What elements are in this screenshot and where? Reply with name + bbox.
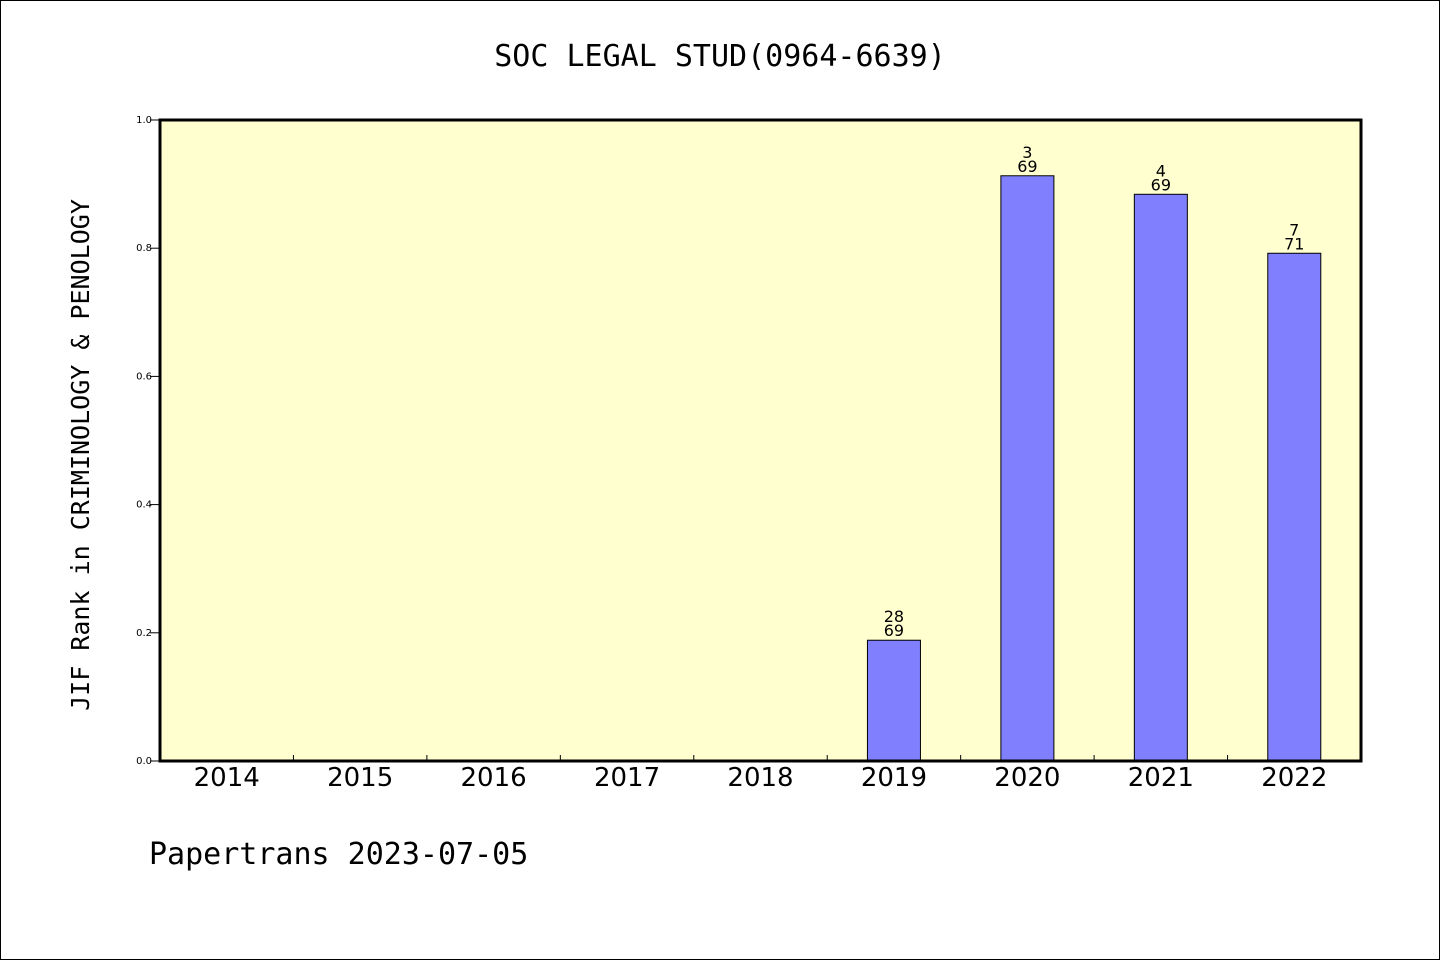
bar-label-rank: 7 [1289,220,1299,239]
x-tick-label: 2016 [461,763,527,793]
x-tick-label: 2021 [1128,763,1194,793]
x-tick-label: 2019 [861,763,927,793]
bar-label-total: 71 [1284,234,1304,253]
x-tick-label: 2015 [327,763,393,793]
bar-label-rank: 3 [1022,143,1032,162]
x-tick-label: 2014 [194,763,260,793]
y-tick-label: 0.2 [136,628,152,639]
bar-label-rank: 4 [1156,161,1166,180]
x-tick-label: 2020 [994,763,1060,793]
x-tick-label: 2022 [1261,763,1327,793]
plot-border [158,118,1363,763]
bar-label-rank: 28 [884,607,904,626]
bar-2020 [1000,175,1055,762]
bar-label-total: 69 [1151,175,1171,194]
chart-title: SOC LEGAL STUD(0964-6639) [494,39,946,74]
y-axis-label: JIF Rank in CRIMINOLOGY & PENOLOGY [66,199,95,711]
y-tick-label: 0.0 [136,756,152,767]
x-tick-label: 2017 [594,763,660,793]
y-axis: 0.0 0.2 0.4 0.6 0.8 1.0 [136,115,160,767]
x-axis: 2014 2015 2016 2017 2018 2019 2020 2021 2022 [194,755,1327,793]
bar-label-total: 69 [884,621,904,640]
y-tick-label: 1.0 [136,115,152,126]
y-tick-label: 0.6 [136,371,152,382]
bar-2021 [1133,193,1188,762]
footer-credit: Papertrans 2023-07-05 [149,837,528,872]
y-tick-label: 0.4 [136,500,152,511]
bars-layer [866,175,1322,762]
x-tick-label: 2018 [727,763,793,793]
bar-2022 [1267,252,1322,762]
bar-2019 [866,639,921,762]
y-tick-label: 0.8 [136,243,152,254]
bar-label-total: 69 [1017,157,1037,176]
